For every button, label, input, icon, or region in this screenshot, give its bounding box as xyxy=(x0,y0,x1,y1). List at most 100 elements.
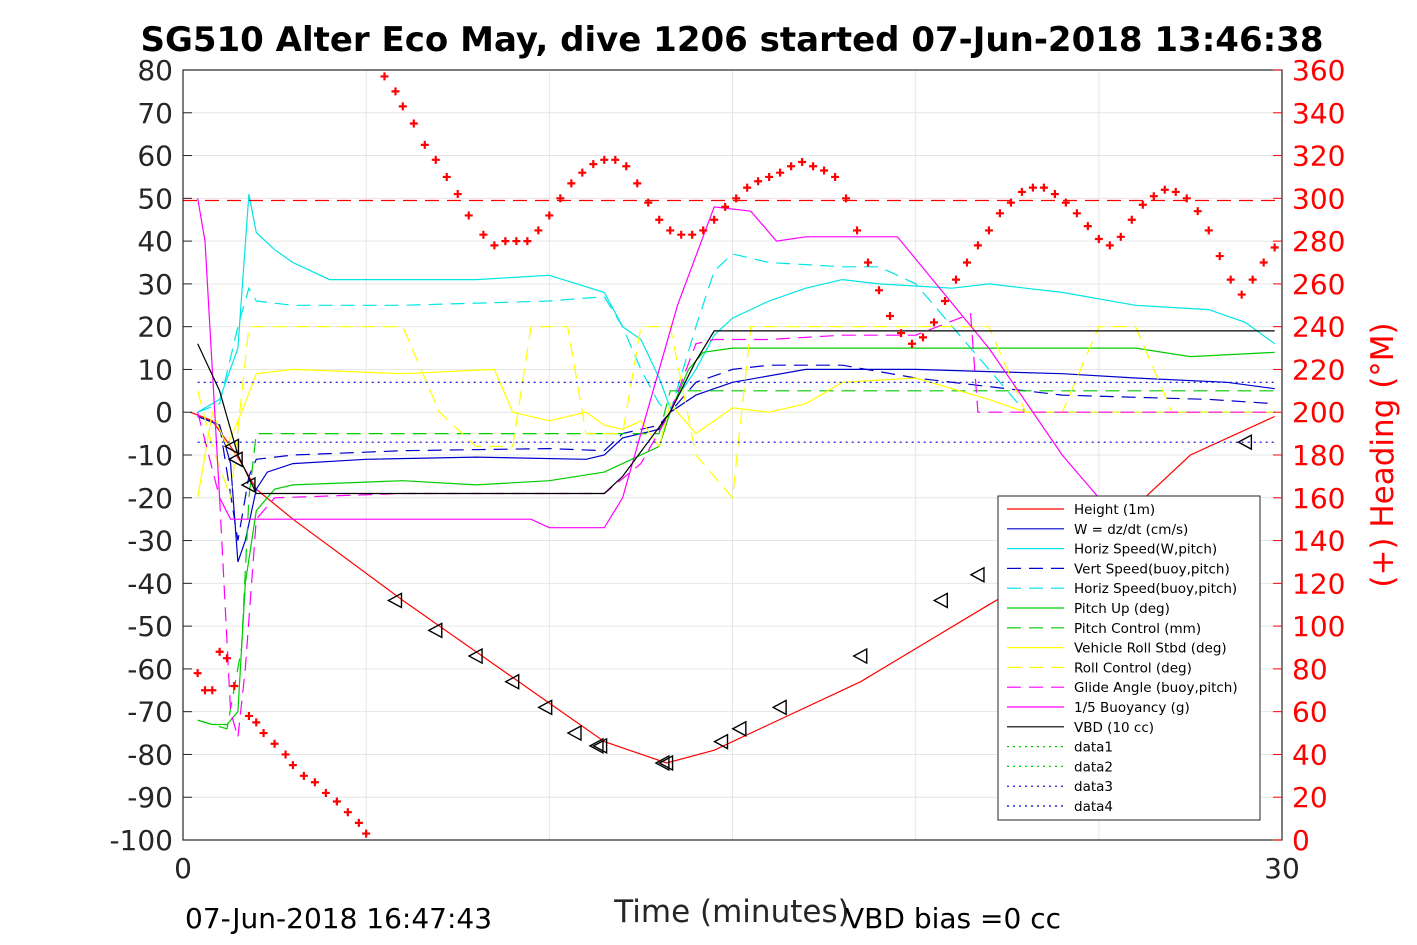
heading-marker xyxy=(1403,194,1411,202)
heading-marker xyxy=(886,311,895,320)
heading-marker xyxy=(259,729,268,738)
heading-marker xyxy=(732,194,741,203)
left-tick-label: -40 xyxy=(127,567,173,600)
heading-marker xyxy=(666,226,675,235)
series-line-6 xyxy=(197,390,1275,730)
heading-marker xyxy=(1414,201,1417,209)
heading-marker xyxy=(908,339,917,348)
x-axis-label: Time (minutes) xyxy=(613,894,849,930)
triangle-marker xyxy=(969,566,985,583)
heading-marker xyxy=(409,119,418,128)
heading-marker xyxy=(875,286,884,295)
heading-marker xyxy=(1061,198,1070,207)
heading-marker xyxy=(853,226,862,235)
legend-label-2: Horiz Speed(W,pitch) xyxy=(1074,542,1217,558)
heading-marker xyxy=(380,72,389,81)
right-tick-label: 300 xyxy=(1292,182,1345,215)
heading-marker xyxy=(281,750,290,759)
heading-marker xyxy=(420,140,429,149)
heading-marker xyxy=(1105,241,1114,250)
heading-marker xyxy=(391,87,400,96)
heading-marker xyxy=(633,179,642,188)
triangle-marker xyxy=(537,699,553,716)
heading-marker xyxy=(222,654,231,663)
heading-marker xyxy=(951,275,960,284)
heading-marker xyxy=(984,226,993,235)
heading-marker xyxy=(1204,226,1213,235)
legend-label-13: data2 xyxy=(1074,759,1113,775)
heading-marker xyxy=(556,194,565,203)
heading-marker xyxy=(864,258,873,267)
heading-marker xyxy=(354,818,363,827)
heading-marker xyxy=(1248,275,1257,284)
heading-marker xyxy=(1138,200,1147,209)
left-tick-label: 60 xyxy=(137,140,173,173)
heading-marker xyxy=(710,215,719,224)
heading-marker xyxy=(995,209,1004,218)
heading-marker xyxy=(398,102,407,111)
heading-marker xyxy=(464,211,473,220)
heading-marker xyxy=(798,157,807,166)
heading-marker xyxy=(200,686,209,695)
right-tick-label: 240 xyxy=(1292,311,1345,344)
legend-label-5: Pitch Up (deg) xyxy=(1074,601,1170,617)
heading-marker xyxy=(310,778,319,787)
heading-marker xyxy=(208,686,217,695)
legend-label-7: Vehicle Roll Stbd (deg) xyxy=(1074,641,1227,657)
heading-marker xyxy=(343,808,352,817)
heading-marker xyxy=(1359,175,1367,183)
left-tick-label: 80 xyxy=(137,54,173,87)
right-tick-label: 260 xyxy=(1292,268,1345,301)
series-line-9 xyxy=(197,312,1275,738)
x-axis-ticks: 0 30 xyxy=(174,831,1300,885)
heading-marker xyxy=(1259,258,1268,267)
heading-marker xyxy=(1050,190,1059,199)
left-axis-ticks: 80 70 60 50 40 30 20 10 0 -10 -20 -30 -40 -50 -60 -70 -8… xyxy=(109,54,192,857)
heading-marker xyxy=(589,160,598,169)
heading-marker xyxy=(1039,183,1048,192)
heading-marker xyxy=(501,237,510,246)
heading-markers xyxy=(193,72,1417,838)
triangle-marker xyxy=(427,622,443,639)
left-tick-label: -50 xyxy=(127,610,173,643)
heading-marker xyxy=(940,297,949,305)
legend-label-3: Vert Speed(buoy,pitch) xyxy=(1074,561,1230,577)
heading-marker xyxy=(721,202,730,211)
heading-marker xyxy=(1226,275,1235,284)
heading-marker xyxy=(1215,252,1224,261)
heading-marker xyxy=(1182,194,1191,203)
triangle-marker xyxy=(223,438,240,455)
legend-label-11: VBD (10 cc) xyxy=(1074,720,1154,736)
right-tick-label: 320 xyxy=(1292,140,1345,173)
right-tick-label: 280 xyxy=(1292,225,1345,258)
legend-label-14: data3 xyxy=(1074,779,1113,795)
legend-label-0: Height (1m) xyxy=(1074,502,1155,518)
chart-title: SG510 Alter Eco May, dive 1206 started 0… xyxy=(140,20,1323,60)
heading-marker xyxy=(1392,188,1400,196)
right-tick-label: 180 xyxy=(1292,439,1345,472)
series-layer xyxy=(183,193,1282,764)
right-tick-label: 360 xyxy=(1292,54,1345,87)
heading-marker xyxy=(765,172,774,181)
heading-marker xyxy=(534,226,543,235)
right-tick-label: 40 xyxy=(1292,738,1328,771)
left-tick-label: 30 xyxy=(137,268,173,301)
heading-marker xyxy=(644,198,653,207)
legend-label-4: Horiz Speed(buoy,pitch) xyxy=(1074,581,1237,597)
heading-marker xyxy=(1160,185,1169,194)
legend-label-10: 1/5 Buoyancy (g) xyxy=(1074,700,1190,716)
heading-marker xyxy=(688,230,697,239)
series-line-4 xyxy=(197,253,1275,414)
right-tick-label: 120 xyxy=(1292,567,1345,600)
left-tick-label: -90 xyxy=(127,781,173,814)
left-tick-label: 10 xyxy=(137,353,173,386)
series-line-8 xyxy=(197,326,1275,500)
x-tick-label: 30 xyxy=(1264,852,1300,885)
triangle-marker xyxy=(566,724,582,742)
heading-marker xyxy=(1237,290,1246,299)
heading-marker xyxy=(831,172,840,181)
legend: Height (1m) W = dz/dt (cm/s) Horiz Speed(W… xyxy=(997,495,1261,821)
right-axis-label: (+) Heading (°M) xyxy=(1365,322,1401,587)
heading-marker xyxy=(655,215,664,224)
heading-marker xyxy=(299,771,308,780)
